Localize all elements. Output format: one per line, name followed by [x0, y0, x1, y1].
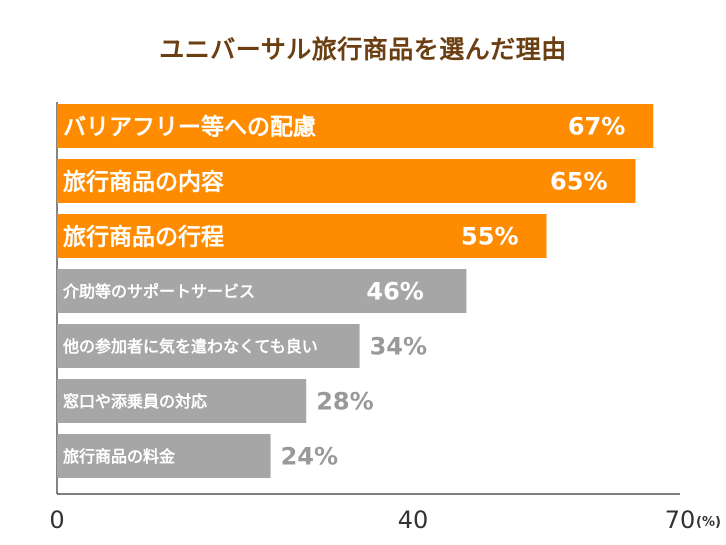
bar-value-label: 46%: [366, 278, 423, 306]
bar-category-label: 介助等のサポートサービス: [62, 282, 255, 301]
bar: [57, 434, 271, 478]
bar: [57, 104, 654, 148]
bar: [57, 159, 636, 203]
x-tick-label: 0: [49, 506, 64, 534]
x-tick-label: 70: [665, 506, 696, 534]
chart-title: ユニバーサル旅行商品を選んだ理由: [159, 35, 567, 64]
bar-value-label: 34%: [370, 333, 427, 361]
bar-category-label: 旅行商品の内容: [63, 168, 224, 195]
bar: [57, 379, 307, 423]
x-unit-label: (%): [696, 515, 721, 530]
x-tick-label: 40: [398, 506, 429, 534]
bar: [57, 214, 547, 258]
bar-category-label: バリアフリー等への配慮: [63, 113, 316, 140]
bar-category-label: 旅行商品の料金: [63, 447, 176, 466]
bar-value-label: 24%: [281, 443, 338, 471]
bar-category-label: 窓口や添乗員の対応: [63, 392, 207, 411]
bar-value-label: 55%: [461, 223, 518, 251]
bar-value-label: 67%: [568, 113, 625, 141]
bar-category-label: 他の参加者に気を遣わなくても良い: [62, 337, 318, 356]
bar-value-label: 28%: [316, 388, 373, 416]
bar-category-label: 旅行商品の行程: [63, 223, 224, 250]
bar-value-label: 65%: [550, 168, 607, 196]
bar: [57, 269, 467, 313]
bar: [57, 324, 360, 368]
